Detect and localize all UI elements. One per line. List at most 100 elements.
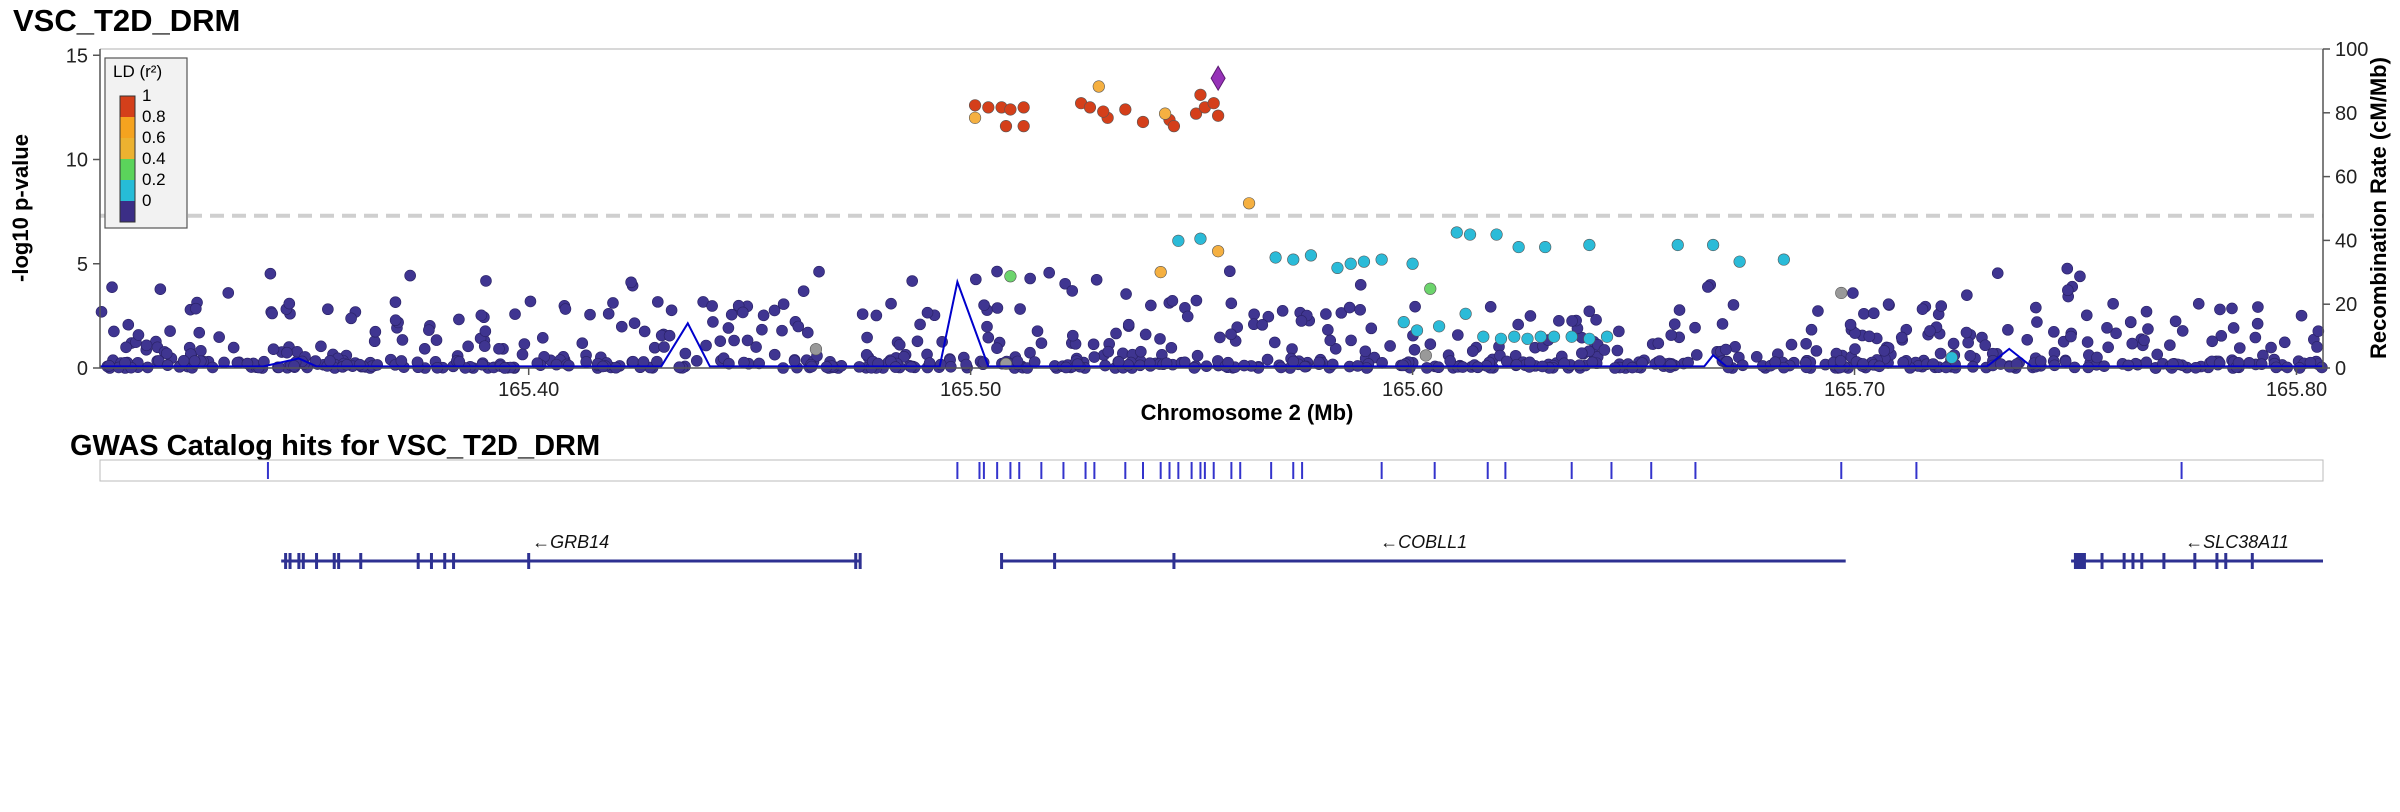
snp-point bbox=[1343, 301, 1356, 314]
snp-point bbox=[1590, 314, 1602, 326]
snp-point bbox=[1566, 315, 1578, 327]
snp-point bbox=[524, 295, 537, 308]
snp-point bbox=[1934, 347, 1947, 360]
snp-point bbox=[914, 318, 926, 331]
ld-legend: LD (r²) 1 0.8 0.6 0.4 0.2 0 bbox=[104, 57, 188, 229]
snp-point-ld-none bbox=[1419, 349, 1432, 362]
snp-point bbox=[628, 317, 641, 329]
snp-point bbox=[1066, 285, 1079, 297]
x-tick-label: 165.50 bbox=[940, 379, 1001, 401]
snp-point-ld-0.2 bbox=[1707, 238, 1720, 252]
snp-point bbox=[2010, 358, 2023, 371]
snp-point bbox=[1961, 289, 1973, 301]
snp-point bbox=[885, 297, 897, 310]
snp-point bbox=[288, 360, 300, 372]
snp-point bbox=[213, 331, 225, 343]
snp-point-ld-0.2 bbox=[1344, 257, 1357, 270]
snp-point bbox=[2102, 341, 2114, 354]
snp-point bbox=[2278, 336, 2291, 349]
gwas-track-box bbox=[99, 459, 2324, 482]
legend-swatch bbox=[120, 201, 135, 222]
legend-title: LD (r²) bbox=[113, 62, 162, 81]
snp-point bbox=[1359, 345, 1372, 358]
snp-point bbox=[750, 341, 762, 353]
snp-point bbox=[1812, 305, 1824, 317]
snp-point bbox=[970, 273, 982, 286]
legend-label: 0.6 bbox=[142, 128, 166, 147]
snp-point-ld-0.2 bbox=[1304, 249, 1318, 262]
snp-point bbox=[2295, 309, 2308, 322]
snp-point bbox=[898, 351, 910, 363]
snp-point bbox=[576, 337, 589, 349]
snp-point bbox=[1878, 345, 1891, 357]
snp-point bbox=[2065, 330, 2077, 343]
snp-point bbox=[1863, 330, 1876, 343]
snp-point bbox=[1335, 307, 1348, 319]
snp-point bbox=[322, 303, 334, 316]
snp-point bbox=[1087, 338, 1100, 351]
snp-point bbox=[2249, 331, 2262, 344]
snp-point-ld-1 bbox=[1083, 101, 1097, 114]
snp-point bbox=[2176, 325, 2189, 337]
snp-point-ld-0.2 bbox=[1583, 238, 1596, 252]
snp-point-ld-1 bbox=[982, 101, 995, 114]
snp-point bbox=[1043, 266, 1055, 279]
snp-point bbox=[1849, 343, 1861, 355]
snp-point bbox=[1135, 345, 1147, 358]
snp-point bbox=[1354, 279, 1367, 291]
snp-point bbox=[1810, 345, 1823, 357]
snp-point bbox=[430, 334, 443, 346]
gene-exon bbox=[2131, 553, 2135, 569]
snp-point bbox=[1122, 318, 1135, 331]
gene-exon bbox=[297, 553, 301, 569]
snp-point-ld-0.2 bbox=[1547, 330, 1561, 343]
snp-point bbox=[2265, 341, 2277, 354]
snp-point bbox=[1181, 310, 1194, 323]
snp-point bbox=[991, 342, 1003, 354]
snp-point bbox=[2021, 333, 2034, 346]
snp-point bbox=[283, 297, 296, 310]
snp-point-ld-1 bbox=[1004, 103, 1017, 116]
recombination-line bbox=[100, 278, 2323, 368]
snp-point bbox=[991, 265, 1003, 278]
y2-axis-label: Recombination Rate (cM/Mb) bbox=[2366, 57, 2391, 359]
snp-point bbox=[267, 343, 280, 355]
snp-point bbox=[663, 329, 676, 342]
snp-point bbox=[797, 285, 810, 297]
snp-point bbox=[1102, 345, 1115, 358]
gene-exon bbox=[858, 553, 862, 569]
snp-point bbox=[1452, 329, 1464, 341]
snp-point bbox=[1225, 328, 1237, 341]
snp-point bbox=[714, 335, 727, 347]
snp-point bbox=[160, 347, 173, 360]
snp-point bbox=[679, 347, 692, 360]
snp-point bbox=[2192, 297, 2205, 310]
snp-point-ld-0.2 bbox=[1331, 261, 1344, 275]
legend-swatch bbox=[120, 138, 135, 159]
snp-point-ld-0.2 bbox=[1287, 253, 1300, 266]
snp-point bbox=[475, 309, 488, 322]
snp-point bbox=[1668, 318, 1681, 330]
snp-point bbox=[1702, 281, 1714, 293]
snp-point bbox=[1320, 308, 1332, 320]
snp-point bbox=[1716, 318, 1729, 330]
snp-point bbox=[982, 331, 995, 344]
snp-point bbox=[1867, 307, 1880, 320]
snp-point bbox=[1256, 319, 1269, 331]
gene-exon bbox=[2215, 553, 2219, 569]
plot-title: VSC_T2D_DRM bbox=[13, 3, 240, 38]
gene-exon bbox=[301, 553, 305, 569]
snp-point bbox=[2252, 301, 2264, 313]
snp-point-ld-0.2 bbox=[1490, 228, 1503, 241]
snp-point bbox=[893, 339, 906, 351]
snp-point bbox=[95, 306, 108, 318]
snp-point bbox=[2074, 270, 2086, 283]
snp-point bbox=[1066, 329, 1079, 342]
snp-point bbox=[2002, 324, 2014, 336]
legend-label: 0 bbox=[142, 191, 151, 210]
snp-point bbox=[2124, 316, 2137, 328]
snp-point bbox=[722, 322, 735, 334]
snp-point bbox=[1727, 299, 1740, 311]
snp-point bbox=[480, 275, 492, 287]
gene-grb14: ←GRB14 bbox=[281, 532, 862, 569]
